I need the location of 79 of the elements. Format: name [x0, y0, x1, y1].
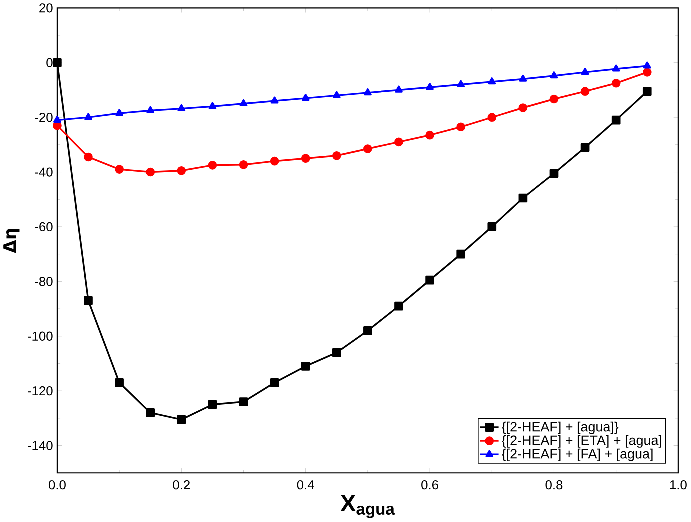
x-tick-label: 1.0: [670, 480, 687, 490]
y-tick-label: -140: [28, 441, 53, 450]
point: [457, 80, 466, 88]
point: [332, 151, 342, 160]
point: [115, 378, 124, 388]
point: [643, 62, 652, 69]
point: [426, 130, 434, 140]
legend-label: {[2-HEAF] + [FA] + [agua]: [502, 448, 653, 462]
point: [394, 138, 404, 147]
y-tick-label: -40: [35, 168, 53, 177]
point: [581, 68, 590, 76]
point: [518, 104, 528, 112]
point: [550, 72, 558, 79]
point: [612, 116, 621, 125]
legend-label: {[2-HEAF] + [ETA] + [agua]: [502, 435, 662, 448]
point: [270, 96, 279, 104]
point: [456, 250, 466, 259]
point: [84, 113, 92, 120]
point: [550, 94, 559, 104]
point: [240, 99, 248, 107]
point: [364, 88, 372, 96]
y-tick-label: 20: [40, 4, 53, 13]
point: [395, 86, 403, 93]
point: [177, 166, 186, 176]
y-tick-label: -20: [35, 113, 53, 122]
point: [270, 378, 280, 388]
x-tick-label: 0.2: [173, 480, 190, 490]
point: [116, 109, 124, 116]
point: [270, 156, 280, 166]
x-tick-label: 0.0: [48, 480, 66, 490]
point: [177, 415, 186, 424]
point: [612, 64, 620, 72]
point: [488, 113, 497, 122]
point: [301, 154, 310, 164]
y-tick-label: -120: [28, 386, 53, 396]
y-tick-label: 0: [46, 58, 53, 68]
point: [302, 94, 310, 102]
point: [332, 348, 342, 358]
point: [332, 91, 341, 98]
point: [642, 87, 652, 96]
y-tick-label: -100: [28, 332, 53, 341]
point: [301, 362, 310, 371]
point: [208, 102, 217, 110]
x-axis-title: X$_{agua}$: [340, 495, 396, 518]
point: [364, 326, 372, 336]
point: [146, 168, 156, 177]
legend-label: {[2-HEAF] + [agua]}: [502, 422, 619, 434]
point: [519, 74, 528, 82]
point: [84, 296, 93, 306]
x-tick-label: 0.8: [546, 480, 563, 490]
y-axis-title: Δη: [4, 229, 20, 254]
point: [239, 160, 248, 170]
point: [115, 165, 124, 174]
x-tick-label: 0.4: [297, 480, 314, 490]
point: [239, 398, 248, 406]
point: [54, 116, 62, 123]
point: [146, 106, 155, 114]
y-tick-label: -80: [35, 277, 53, 286]
point: [456, 122, 466, 132]
point: [146, 408, 156, 418]
x-tick-label: 0.6: [422, 480, 438, 490]
point: [84, 152, 93, 162]
point: [550, 169, 559, 178]
point: [518, 194, 528, 203]
point: [426, 276, 434, 285]
point: [364, 144, 372, 154]
point: [208, 400, 218, 410]
point: [53, 58, 62, 68]
point: [208, 161, 218, 170]
point: [426, 83, 434, 90]
point: [580, 87, 590, 96]
point: [488, 78, 496, 85]
y-tick-label: -60: [35, 222, 53, 232]
point: [488, 222, 497, 232]
point: [394, 302, 404, 311]
point: [642, 68, 652, 77]
point: [178, 104, 186, 112]
point: [580, 143, 590, 152]
point: [612, 78, 621, 88]
